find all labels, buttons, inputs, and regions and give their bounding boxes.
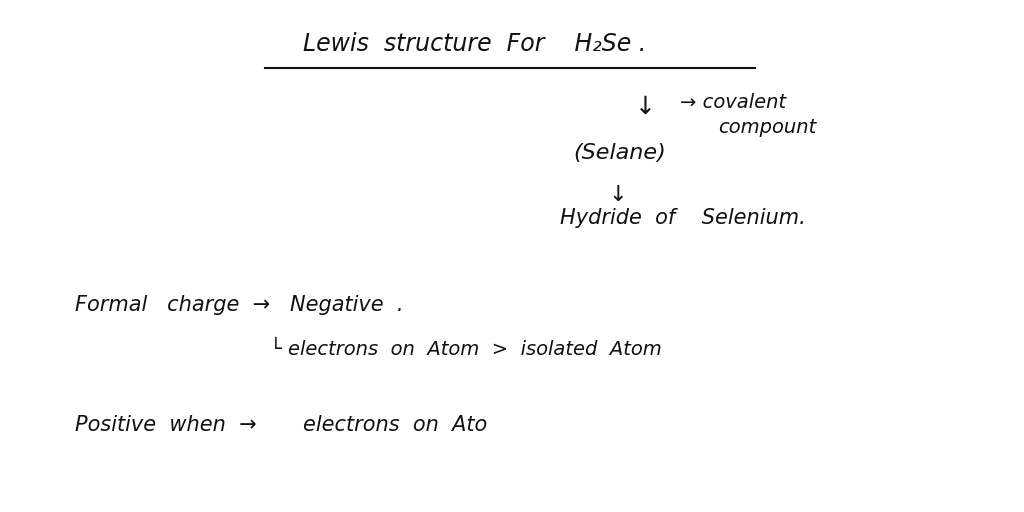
Text: compount: compount [718,118,816,137]
Text: Positive  when  →       electrons  on  Ato: Positive when → electrons on Ato [75,415,487,435]
Text: ↓: ↓ [635,95,656,119]
Text: Lewis  structure  For    H₂Se .: Lewis structure For H₂Se . [303,32,646,56]
Text: Hydride  of    Selenium.: Hydride of Selenium. [560,208,806,228]
Text: Formal   charge  →   Negative  .: Formal charge → Negative . [75,295,403,315]
Text: (Selane): (Selane) [573,143,666,163]
Text: └ electrons  on  Atom  >  isolated  Atom: └ electrons on Atom > isolated Atom [270,340,662,359]
Text: → covalent: → covalent [680,93,786,112]
Text: ↓: ↓ [608,185,627,205]
